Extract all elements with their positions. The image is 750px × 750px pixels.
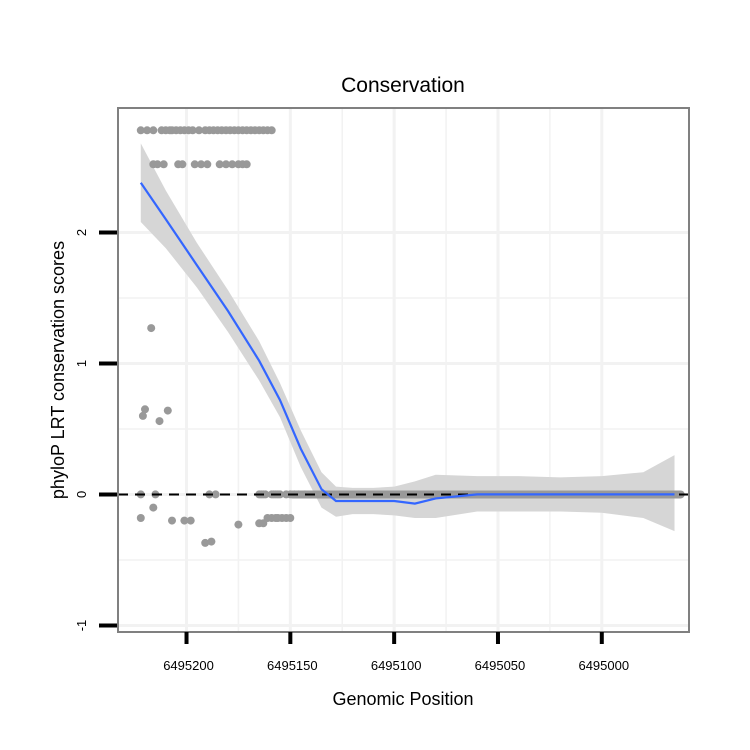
y-tick-label: 1 <box>74 360 89 367</box>
panel-background <box>118 108 689 632</box>
panel-border <box>117 107 690 633</box>
data-point <box>159 160 168 169</box>
data-point <box>143 126 152 135</box>
data-point <box>149 503 158 512</box>
data-point <box>195 126 203 135</box>
data-point <box>180 516 189 525</box>
x-axis: 6495200 6495150 6495100 6495050 6495000 <box>163 632 629 673</box>
plot-panel <box>117 107 690 633</box>
data-point <box>267 126 276 135</box>
chart-title: Conservation <box>341 74 465 97</box>
y-tick-label: 0 <box>74 491 89 498</box>
data-point <box>203 160 212 169</box>
data-point <box>136 126 145 135</box>
data-point <box>163 406 172 415</box>
data-point <box>155 417 164 426</box>
data-point <box>136 514 145 522</box>
data-point <box>211 490 220 499</box>
data-point <box>153 160 162 169</box>
data-point <box>149 126 158 135</box>
data-point <box>186 516 195 525</box>
data-point <box>207 537 216 546</box>
data-point <box>178 160 187 169</box>
data-point <box>234 520 243 529</box>
y-axis: -1 0 1 2 <box>74 229 117 631</box>
loess-fit-line <box>139 182 675 505</box>
y-tick-label: -1 <box>74 620 89 632</box>
data-point <box>215 160 224 169</box>
data-point <box>138 411 147 420</box>
data-point <box>197 160 206 169</box>
x-tick-label: 6495000 <box>578 658 629 673</box>
data-point <box>188 126 197 135</box>
x-axis-title: Genomic Position <box>332 689 473 709</box>
data-point <box>201 538 210 547</box>
data-point <box>286 514 295 522</box>
x-tick-label: 6495100 <box>371 658 422 673</box>
data-point <box>222 160 230 169</box>
data-point <box>141 405 149 414</box>
x-tick-label: 6495050 <box>475 658 526 673</box>
data-point <box>168 516 176 525</box>
data-point <box>190 160 199 169</box>
x-tick-label: 6495200 <box>163 658 214 673</box>
data-point <box>242 160 251 169</box>
data-point <box>147 324 156 333</box>
y-axis-title: phyloP LRT conservation scores <box>48 241 68 499</box>
y-tick-label: 2 <box>74 229 89 236</box>
data-point <box>228 160 237 169</box>
data-point <box>261 490 270 499</box>
x-tick-label: 6495150 <box>267 658 318 673</box>
